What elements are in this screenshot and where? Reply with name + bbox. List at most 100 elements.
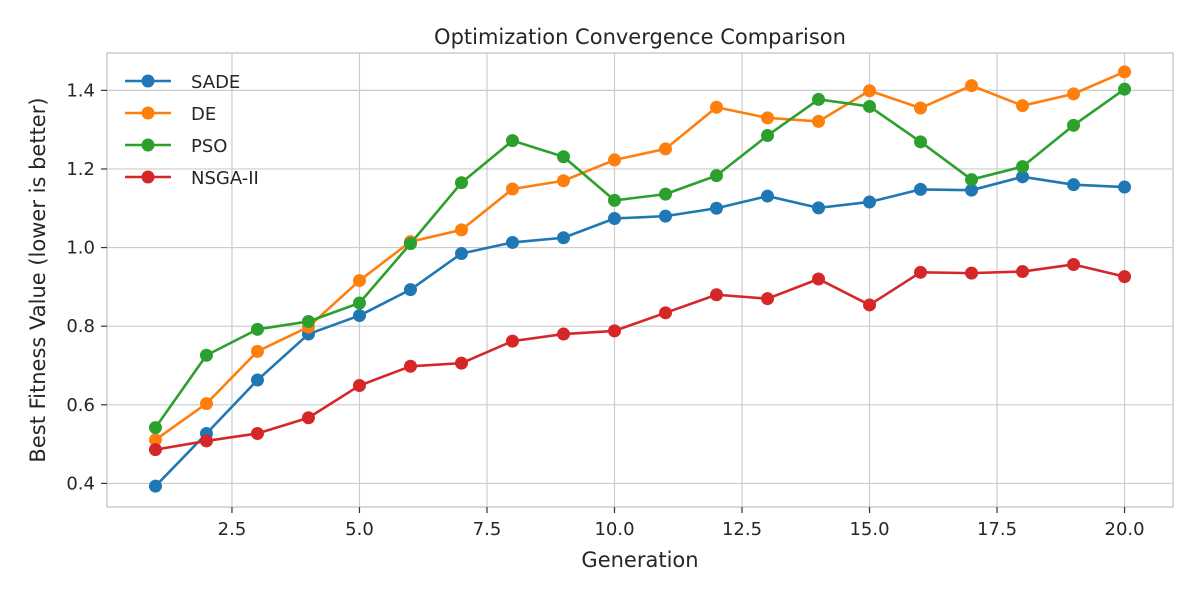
data-point-nsga-ii	[965, 266, 979, 280]
data-point-nsga-ii	[505, 334, 519, 348]
x-tick-label: 17.5	[977, 519, 1017, 540]
data-point-pso	[403, 237, 417, 251]
data-point-pso	[761, 129, 775, 143]
data-point-sade	[710, 201, 724, 215]
series-line-de	[154, 70, 1126, 441]
data-point-nsga-ii	[710, 288, 724, 302]
x-tick-label: 12.5	[722, 519, 762, 540]
data-point-sade	[1016, 170, 1030, 184]
data-point-sade	[965, 183, 979, 197]
data-point-sade	[761, 189, 775, 203]
y-tick-label: 0.4	[66, 473, 95, 494]
data-point-nsga-ii	[403, 359, 417, 373]
data-point-sade	[148, 479, 162, 493]
data-point-nsga-ii	[301, 411, 315, 425]
data-point-pso	[965, 173, 979, 187]
data-point-de	[148, 433, 162, 447]
data-point-sade	[352, 309, 366, 323]
chart-title: Optimization Convergence Comparison	[434, 25, 846, 49]
data-point-de	[710, 100, 724, 114]
data-point-nsga-ii	[607, 324, 621, 338]
plot-frame	[106, 52, 1174, 508]
data-point-nsga-ii	[1118, 270, 1132, 284]
series-sade	[148, 170, 1132, 493]
data-point-sade	[607, 211, 621, 225]
data-point-sade	[403, 283, 417, 297]
data-point-de	[914, 101, 928, 115]
legend-swatch-marker-sade	[141, 74, 155, 88]
data-point-pso	[863, 99, 877, 113]
x-tick-label: 5.0	[345, 519, 374, 540]
data-point-pso	[301, 314, 315, 328]
data-point-sade	[659, 209, 673, 223]
data-point-sade	[505, 235, 519, 249]
data-point-de	[454, 223, 468, 237]
data-point-pso	[812, 92, 826, 106]
data-point-nsga-ii	[352, 379, 366, 393]
data-point-pso	[914, 135, 928, 149]
y-axis-label: Best Fitness Value (lower is better)	[26, 97, 50, 462]
series-line-sade	[154, 175, 1125, 488]
y-tick-label: 1.0	[66, 238, 95, 259]
legend-swatch-marker-de	[141, 106, 155, 120]
x-axis-label: Generation	[581, 548, 698, 572]
data-point-pso	[148, 421, 162, 435]
x-tick-label: 2.5	[218, 519, 247, 540]
data-point-nsga-ii	[761, 292, 775, 306]
data-point-de	[199, 397, 213, 411]
data-point-de	[607, 153, 621, 167]
y-tick-label: 0.8	[66, 316, 95, 337]
data-point-nsga-ii	[659, 306, 673, 320]
data-point-nsga-ii	[148, 443, 162, 457]
data-point-sade	[914, 182, 928, 196]
data-point-nsga-ii	[1016, 265, 1030, 279]
x-tick-label: 20.0	[1105, 519, 1145, 540]
data-point-pso	[352, 296, 366, 310]
data-point-pso	[1016, 160, 1030, 174]
series-pso	[148, 82, 1132, 435]
data-point-nsga-ii	[250, 426, 264, 440]
legend-label-pso: PSO	[191, 136, 227, 157]
data-point-pso	[1067, 118, 1081, 132]
data-point-nsga-ii	[812, 272, 826, 286]
data-point-sade	[863, 195, 877, 209]
data-point-sade	[556, 231, 570, 245]
data-point-nsga-ii	[914, 265, 928, 279]
data-point-nsga-ii	[556, 327, 570, 341]
data-point-de	[1118, 65, 1132, 79]
data-point-de	[250, 344, 264, 358]
data-point-pso	[505, 134, 519, 148]
data-point-pso	[199, 348, 213, 362]
x-tick-label: 7.5	[473, 519, 502, 540]
data-point-nsga-ii	[454, 356, 468, 370]
data-point-de	[505, 182, 519, 196]
legend-swatch-marker-nsga-ii	[141, 170, 155, 184]
data-point-de	[352, 274, 366, 288]
data-point-pso	[454, 176, 468, 190]
data-point-pso	[1118, 82, 1132, 96]
data-point-de	[1016, 99, 1030, 113]
data-point-pso	[710, 169, 724, 183]
data-point-sade	[812, 201, 826, 215]
data-point-de	[965, 79, 979, 93]
series-de	[148, 65, 1132, 447]
data-point-nsga-ii	[863, 298, 877, 312]
data-point-nsga-ii	[1067, 257, 1081, 271]
series-nsga-ii	[148, 257, 1132, 457]
data-point-pso	[250, 322, 264, 336]
data-point-sade	[250, 373, 264, 387]
y-tick-label: 1.4	[66, 80, 95, 101]
data-point-de	[812, 114, 826, 128]
data-point-sade	[1118, 180, 1132, 194]
series-line-pso	[154, 88, 1126, 429]
data-point-de	[863, 84, 877, 98]
series-lines	[148, 65, 1132, 493]
legend-label-de: DE	[191, 104, 216, 125]
data-point-nsga-ii	[199, 434, 213, 448]
y-tick-label: 0.6	[66, 395, 95, 416]
series-line-nsga-ii	[155, 263, 1125, 451]
data-point-de	[1067, 87, 1081, 101]
x-tick-label: 10.0	[594, 519, 634, 540]
legend-label-sade: SADE	[191, 72, 240, 93]
